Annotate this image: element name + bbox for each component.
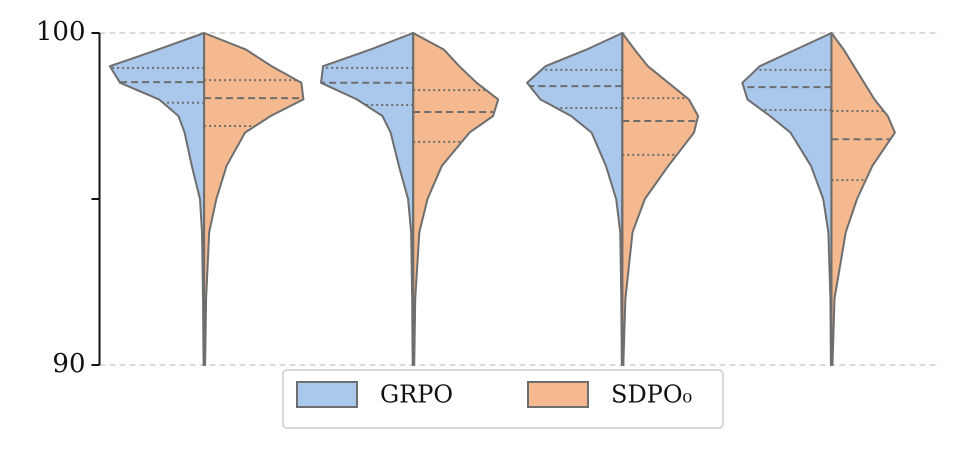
legend-label: GRPO xyxy=(380,381,453,409)
violin-half xyxy=(741,32,833,366)
violin-half xyxy=(830,32,896,366)
legend-swatch xyxy=(527,381,589,408)
y-tick-label: 90 xyxy=(52,349,85,379)
legend-box xyxy=(282,369,724,429)
violin-half xyxy=(526,32,624,366)
legend-swatch xyxy=(296,381,358,408)
violin-half xyxy=(621,32,700,366)
legend-label: SDPO₀ xyxy=(611,381,692,409)
y-tick-label: 100 xyxy=(36,17,86,47)
violin-half xyxy=(203,32,305,366)
violin-half xyxy=(412,32,500,366)
